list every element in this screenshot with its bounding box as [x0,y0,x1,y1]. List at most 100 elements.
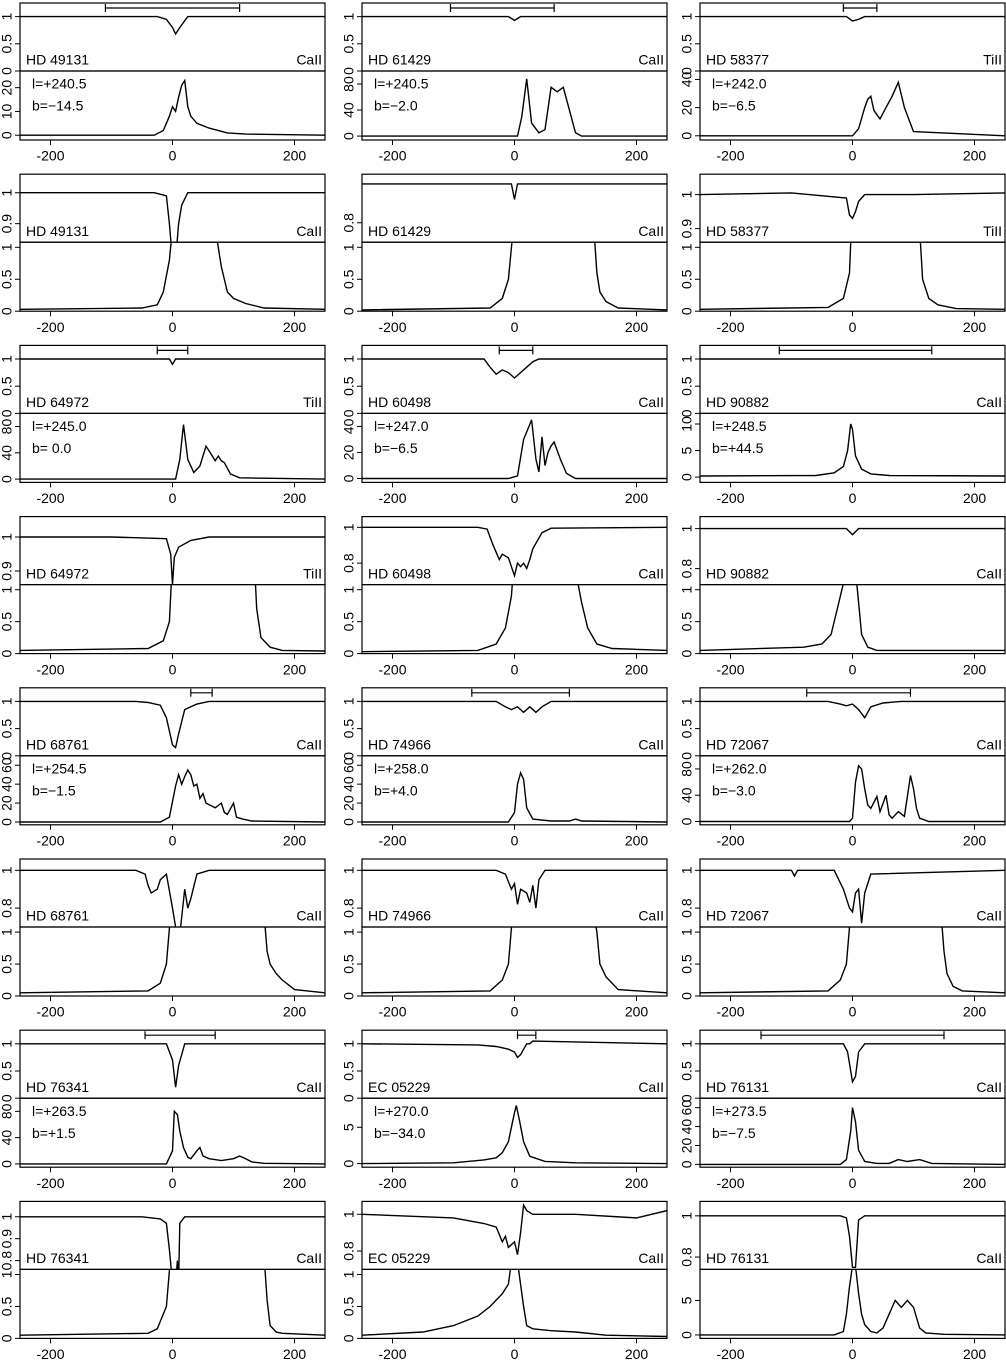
y-tick-label: 80 [679,761,695,777]
x-tick-label: 200 [963,833,987,849]
spectrum-line [20,78,325,136]
y-tick-label: 0.5 [679,719,695,739]
spectrum-line [20,242,325,310]
y-tick-label: 0 [341,752,357,760]
spectrum-line [20,768,325,823]
y-tick-label: 1 [0,697,15,705]
star-name: HD 58377 [706,223,769,239]
spectrum-line [20,192,325,243]
x-tick-label: -200 [716,148,744,164]
y-tick-label: 0 [0,1160,15,1168]
x-tick-label: -200 [378,1175,406,1191]
x-tick-label: 0 [511,661,519,677]
y-tick-label: 0.5 [341,34,357,54]
y-tick-label: 0.5 [0,269,15,289]
spectrum-line [362,700,667,714]
spectrum-line [700,1215,1005,1268]
x-tick-label: 200 [283,661,307,677]
y-tick-label: 1 [341,928,357,936]
spectrum-line [362,1269,667,1338]
x-tick-label: 0 [169,490,177,506]
star-name: HD 74966 [368,908,431,924]
ion-name: CaII [638,52,664,68]
latitude-label: b=−1.5 [32,783,76,799]
y-tick-label: 0 [0,67,15,75]
star-name: HD 60498 [368,565,431,581]
y-tick-label: 0.5 [341,1061,357,1081]
y-tick-label: 80 [0,1103,15,1119]
y-tick-label: 60 [341,757,357,773]
panel-frame [361,926,668,997]
y-tick-label: 0 [0,409,15,417]
y-tick-label: 1 [679,524,695,532]
ion-name: CaII [296,1250,322,1266]
ion-name: CaII [976,1250,1002,1266]
y-tick-label: 0 [0,131,15,139]
y-tick-label: 0.8 [341,898,357,918]
x-tick-label: 0 [169,319,177,335]
star-name: HD 68761 [26,908,89,924]
y-tick-label: 1 [0,243,15,251]
ion-name: TiII [303,394,322,410]
y-tick-label: 0 [341,307,357,315]
star-name: HD 61429 [368,223,431,239]
x-tick-label: 0 [849,148,857,164]
y-tick-label: 1 [0,1213,15,1221]
spectrum-line [20,869,325,927]
y-tick-label: 0.5 [679,376,695,396]
x-tick-label: 200 [283,148,307,164]
x-tick-label: 200 [283,319,307,335]
x-tick-label: 0 [849,319,857,335]
y-tick-label: 1 [679,697,695,705]
spectrum-line [20,1043,325,1088]
spectrum-line [700,869,1005,924]
spectrum-line [362,419,667,480]
longitude-label: l=+254.5 [32,761,87,777]
star-name: HD 49131 [26,52,89,68]
ion-name: CaII [638,223,664,239]
x-tick-label: 0 [849,1346,857,1362]
star-name: HD 74966 [368,737,431,753]
y-tick-label: 0 [679,752,695,760]
x-tick-label: 0 [511,319,519,335]
x-tick-label: -200 [378,319,406,335]
ion-name: CaII [638,737,664,753]
y-tick-label: 0 [0,649,15,657]
panel-frame [699,926,1006,997]
y-tick-label: 0 [0,818,15,826]
y-tick-label: 0 [0,1094,15,1102]
spectrum-line [362,1202,667,1255]
y-tick-label: 1 [341,1270,357,1278]
y-tick-label: 20 [679,100,695,116]
x-tick-label: -200 [716,833,744,849]
x-tick-label: -200 [378,490,406,506]
spectrum-line [700,527,1005,536]
velocity-range [806,688,912,697]
star-name: HD 76341 [26,1250,89,1266]
y-tick-label: 1 [679,243,695,251]
spectrum-line [20,700,325,749]
x-tick-label: 0 [169,1004,177,1020]
ion-name: CaII [638,908,664,924]
y-tick-label: 0.5 [0,376,15,396]
spectrum-line [20,584,325,652]
y-tick-label: 0 [341,1159,357,1167]
x-tick-label: -200 [36,661,64,677]
y-tick-label: 0 [679,817,695,825]
star-name: EC 05229 [368,1079,430,1095]
y-tick-label: 0.8 [341,213,357,233]
x-tick-label: 200 [963,661,987,677]
y-tick-label: 0 [341,818,357,826]
x-tick-label: 200 [625,1175,649,1191]
x-tick-label: 200 [963,319,987,335]
x-tick-label: 0 [849,1004,857,1020]
x-tick-label: 0 [511,1175,519,1191]
x-tick-label: -200 [36,319,64,335]
spectrum-line [20,358,325,366]
longitude-label: l=+240.5 [32,76,87,92]
y-tick-label: 0.8 [679,1247,695,1267]
velocity-range [104,4,241,12]
y-tick-label: 1 [679,190,695,198]
y-tick-label: 0.5 [341,612,357,632]
longitude-label: l=+242.0 [712,76,767,92]
